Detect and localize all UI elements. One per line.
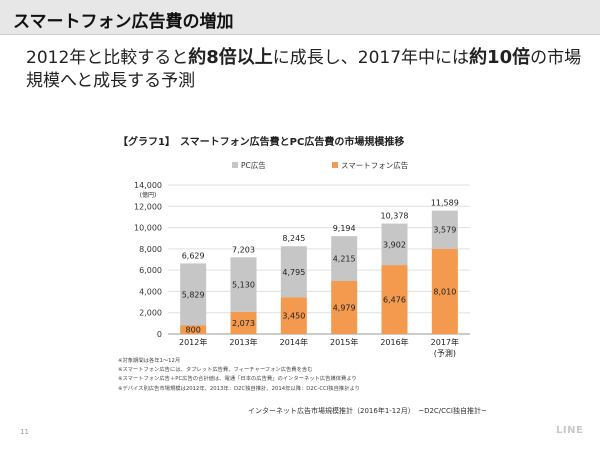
total-label: 7,203 — [232, 245, 255, 254]
data-label: 6,476 — [383, 296, 406, 305]
y-tick-label: 10,000 — [134, 224, 162, 233]
lead-part-3: の市場規模へと成長する予測 — [26, 48, 582, 91]
bar-segment-smartphone — [331, 281, 358, 334]
bar-segment-pc — [230, 257, 257, 312]
data-label: 3,450 — [282, 312, 305, 321]
bar-segment-smartphone — [431, 248, 458, 334]
data-label: 8,010 — [433, 287, 456, 296]
footnote: ※スマートフォン広告＋PC広告の合計値は、電通「日本の広告費」のインターネット広… — [118, 376, 357, 383]
lead-highlight-1: 約8倍以上 — [188, 47, 273, 68]
page-number: 11 — [20, 428, 29, 436]
bar-segment-pc — [381, 223, 408, 266]
total-label: 9,194 — [333, 224, 356, 233]
chart-title: 【グラフ1】 スマートフォン広告費とPC広告費の市場規模推移 — [118, 137, 405, 148]
x-tick-sublabel: (予測) — [434, 348, 456, 358]
total-label: 10,378 — [381, 212, 409, 221]
bar-segment-pc — [180, 263, 207, 326]
lead-part-2: に成長し、2017年中には — [272, 48, 470, 68]
data-label: 4,979 — [333, 304, 356, 313]
footnotes: ※対象期間は各年1〜12月 ※スマートフォン広告には、タブレット広告費、フィーチ… — [118, 357, 360, 394]
slide-title: スマートフォン広告費の増加 — [13, 12, 234, 32]
total-label: 6,629 — [182, 251, 205, 260]
data-label: 4,795 — [282, 268, 305, 277]
y-tick-label: 6,000 — [139, 266, 162, 275]
x-tick-label: 2012年 — [179, 337, 207, 347]
bar-segment-smartphone — [280, 297, 307, 334]
legend-swatch — [332, 162, 338, 168]
bar-segment-pc — [431, 210, 458, 249]
y-tick-label: 4,000 — [139, 287, 162, 296]
footnote: ※対象期間は各年1〜12月 — [118, 358, 181, 364]
y-tick-label: 2,000 — [139, 309, 162, 318]
lead-highlight-2: 約10倍 — [469, 47, 531, 68]
data-label: 2,073 — [232, 319, 255, 328]
y-unit-label: (億円) — [140, 191, 157, 199]
data-label: 3,902 — [383, 240, 406, 249]
y-tick-label: 14,000 — [134, 181, 162, 190]
y-tick-label: 0 — [157, 330, 162, 339]
y-tick-label: 12,000 — [134, 202, 162, 211]
footnote: ※スマートフォン広告には、タブレット広告費、フィーチャーフォン広告費を含む — [118, 367, 313, 374]
x-tick-label: 2015年 — [330, 337, 358, 347]
legend-label: PC広告 — [241, 160, 266, 170]
total-label: 11,589 — [431, 199, 459, 208]
y-tick-label: 8,000 — [139, 245, 162, 254]
lead-part-1: 2012年と比較すると — [26, 48, 189, 68]
data-label: 800 — [186, 326, 201, 335]
legend-label: スマートフォン広告 — [341, 160, 409, 170]
lead-text: 2012年と比較すると約8倍以上に成長し、2017年中には約10倍の市場規模へと… — [26, 46, 586, 93]
data-label: 5,130 — [232, 281, 255, 290]
source-note: インターネット広告市場規模推計（2016年1-12月） ~D2C/CCI独自推計… — [248, 407, 487, 415]
data-label: 5,829 — [182, 290, 205, 299]
x-tick-label: 2014年 — [280, 337, 308, 347]
x-tick-label: 2013年 — [229, 337, 257, 347]
line-logo: LINE — [556, 425, 584, 436]
total-label: 8,245 — [282, 234, 305, 243]
bar-segment-pc — [280, 246, 307, 298]
title-bar: スマートフォン広告費の増加 — [0, 0, 600, 35]
footnote: ※デバイス別広告市場規模は2012年、2013年：D2C独自推計、2014年以降… — [118, 385, 360, 392]
data-label: 4,215 — [333, 255, 356, 264]
legend-swatch — [232, 162, 238, 168]
bar-segment-smartphone — [180, 325, 207, 334]
x-tick-label: 2016年 — [380, 337, 408, 347]
bar-segment-pc — [331, 236, 358, 282]
data-label: 3,579 — [433, 226, 456, 235]
x-tick-label: 2017年 — [431, 337, 459, 347]
bar-segment-smartphone — [381, 265, 408, 334]
bar-segment-smartphone — [230, 311, 257, 334]
